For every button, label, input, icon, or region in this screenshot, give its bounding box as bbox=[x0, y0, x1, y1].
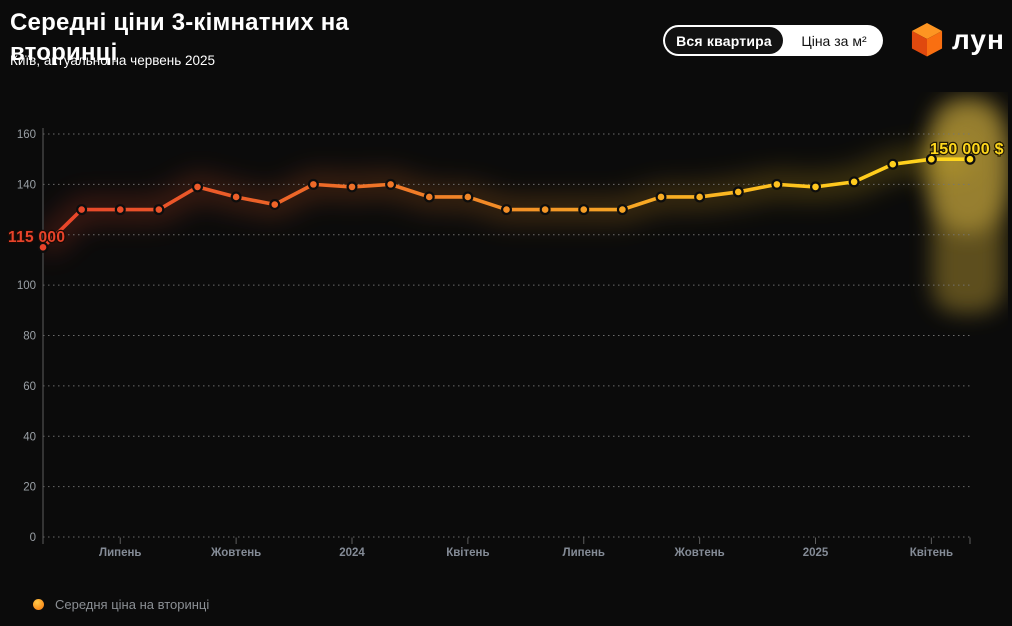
page-title: Середні ціни 3-кімнатних на вторинці bbox=[10, 8, 370, 68]
data-point[interactable] bbox=[539, 204, 551, 216]
data-point[interactable] bbox=[153, 204, 165, 216]
lun-logo[interactable]: лун bbox=[911, 21, 1005, 59]
y-tick-label: 60 bbox=[23, 381, 36, 393]
first-price-label: 115 000 bbox=[8, 229, 65, 246]
data-point[interactable] bbox=[192, 181, 204, 193]
x-tick-label: 2024 bbox=[339, 547, 365, 559]
data-point[interactable] bbox=[114, 204, 126, 216]
data-point[interactable] bbox=[37, 241, 49, 253]
legend-label: Середня ціна на вторинці bbox=[55, 597, 210, 612]
data-point[interactable] bbox=[76, 204, 88, 216]
glow-layer bbox=[44, 98, 1008, 313]
data-point[interactable] bbox=[423, 191, 435, 203]
toggle-option-price-per-m2[interactable]: Ціна за м² bbox=[801, 32, 867, 49]
x-tick-label: Жовтень bbox=[210, 547, 261, 559]
x-tick-label: Квітень bbox=[910, 547, 953, 559]
lun-cube-icon bbox=[911, 23, 943, 57]
y-tick-label: 0 bbox=[30, 532, 36, 544]
data-point[interactable] bbox=[964, 153, 976, 165]
x-tick-label: 2025 bbox=[803, 547, 829, 559]
page-title-line2: вторинці bbox=[10, 39, 118, 66]
data-point[interactable] bbox=[269, 199, 281, 211]
axes: Липень Жовтень 2024 Квітень Липень Жовтень 202… bbox=[42, 128, 971, 559]
data-point[interactable] bbox=[694, 191, 706, 203]
x-tick-label: Квітень bbox=[446, 547, 489, 559]
data-point[interactable] bbox=[501, 204, 513, 216]
y-tick-label: 20 bbox=[23, 482, 36, 494]
chart-legend: Середня ціна на вторинці bbox=[33, 597, 209, 612]
data-point[interactable] bbox=[771, 178, 783, 190]
y-tick-label: 160 bbox=[17, 129, 36, 141]
data-point[interactable] bbox=[887, 158, 899, 170]
page-title-line1: Середні ціни 3-кімнатних на bbox=[10, 9, 349, 36]
data-point[interactable] bbox=[230, 191, 242, 203]
price-mode-toggle[interactable]: Вся квартира Ціна за м² bbox=[663, 25, 883, 56]
page-subtitle: Київ, актуально на червень 2025 bbox=[10, 53, 216, 68]
data-point[interactable] bbox=[385, 178, 397, 190]
y-tick-label: 140 bbox=[17, 179, 36, 191]
data-point[interactable] bbox=[732, 186, 744, 198]
data-point[interactable] bbox=[925, 153, 937, 165]
x-tick-label: Липень bbox=[563, 547, 606, 559]
data-point[interactable] bbox=[462, 191, 474, 203]
data-point[interactable] bbox=[848, 176, 860, 188]
data-point[interactable] bbox=[346, 181, 358, 193]
y-tick-label: 100 bbox=[17, 280, 36, 292]
header: Середні ціни 3-кімнатних на вторинці Київ… bbox=[0, 0, 1012, 95]
x-tick-label: Липень bbox=[99, 547, 142, 559]
grid: 0 20 40 60 80 100 140 160 bbox=[17, 129, 970, 544]
toggle-option-whole-apartment[interactable]: Вся квартира bbox=[665, 27, 783, 54]
legend-dot-icon bbox=[33, 599, 44, 610]
data-point[interactable] bbox=[307, 178, 319, 190]
y-tick-label: 80 bbox=[23, 331, 36, 343]
x-tick-label: Жовтень bbox=[674, 547, 725, 559]
data-point[interactable] bbox=[616, 204, 628, 216]
data-point[interactable] bbox=[655, 191, 667, 203]
data-point[interactable] bbox=[578, 204, 590, 216]
last-price-label: 150 000 $ bbox=[930, 141, 1004, 158]
data-point[interactable] bbox=[809, 181, 821, 193]
y-tick-label: 40 bbox=[23, 431, 36, 443]
lun-logo-text: лун bbox=[952, 24, 1005, 55]
line-glow bbox=[44, 146, 970, 257]
